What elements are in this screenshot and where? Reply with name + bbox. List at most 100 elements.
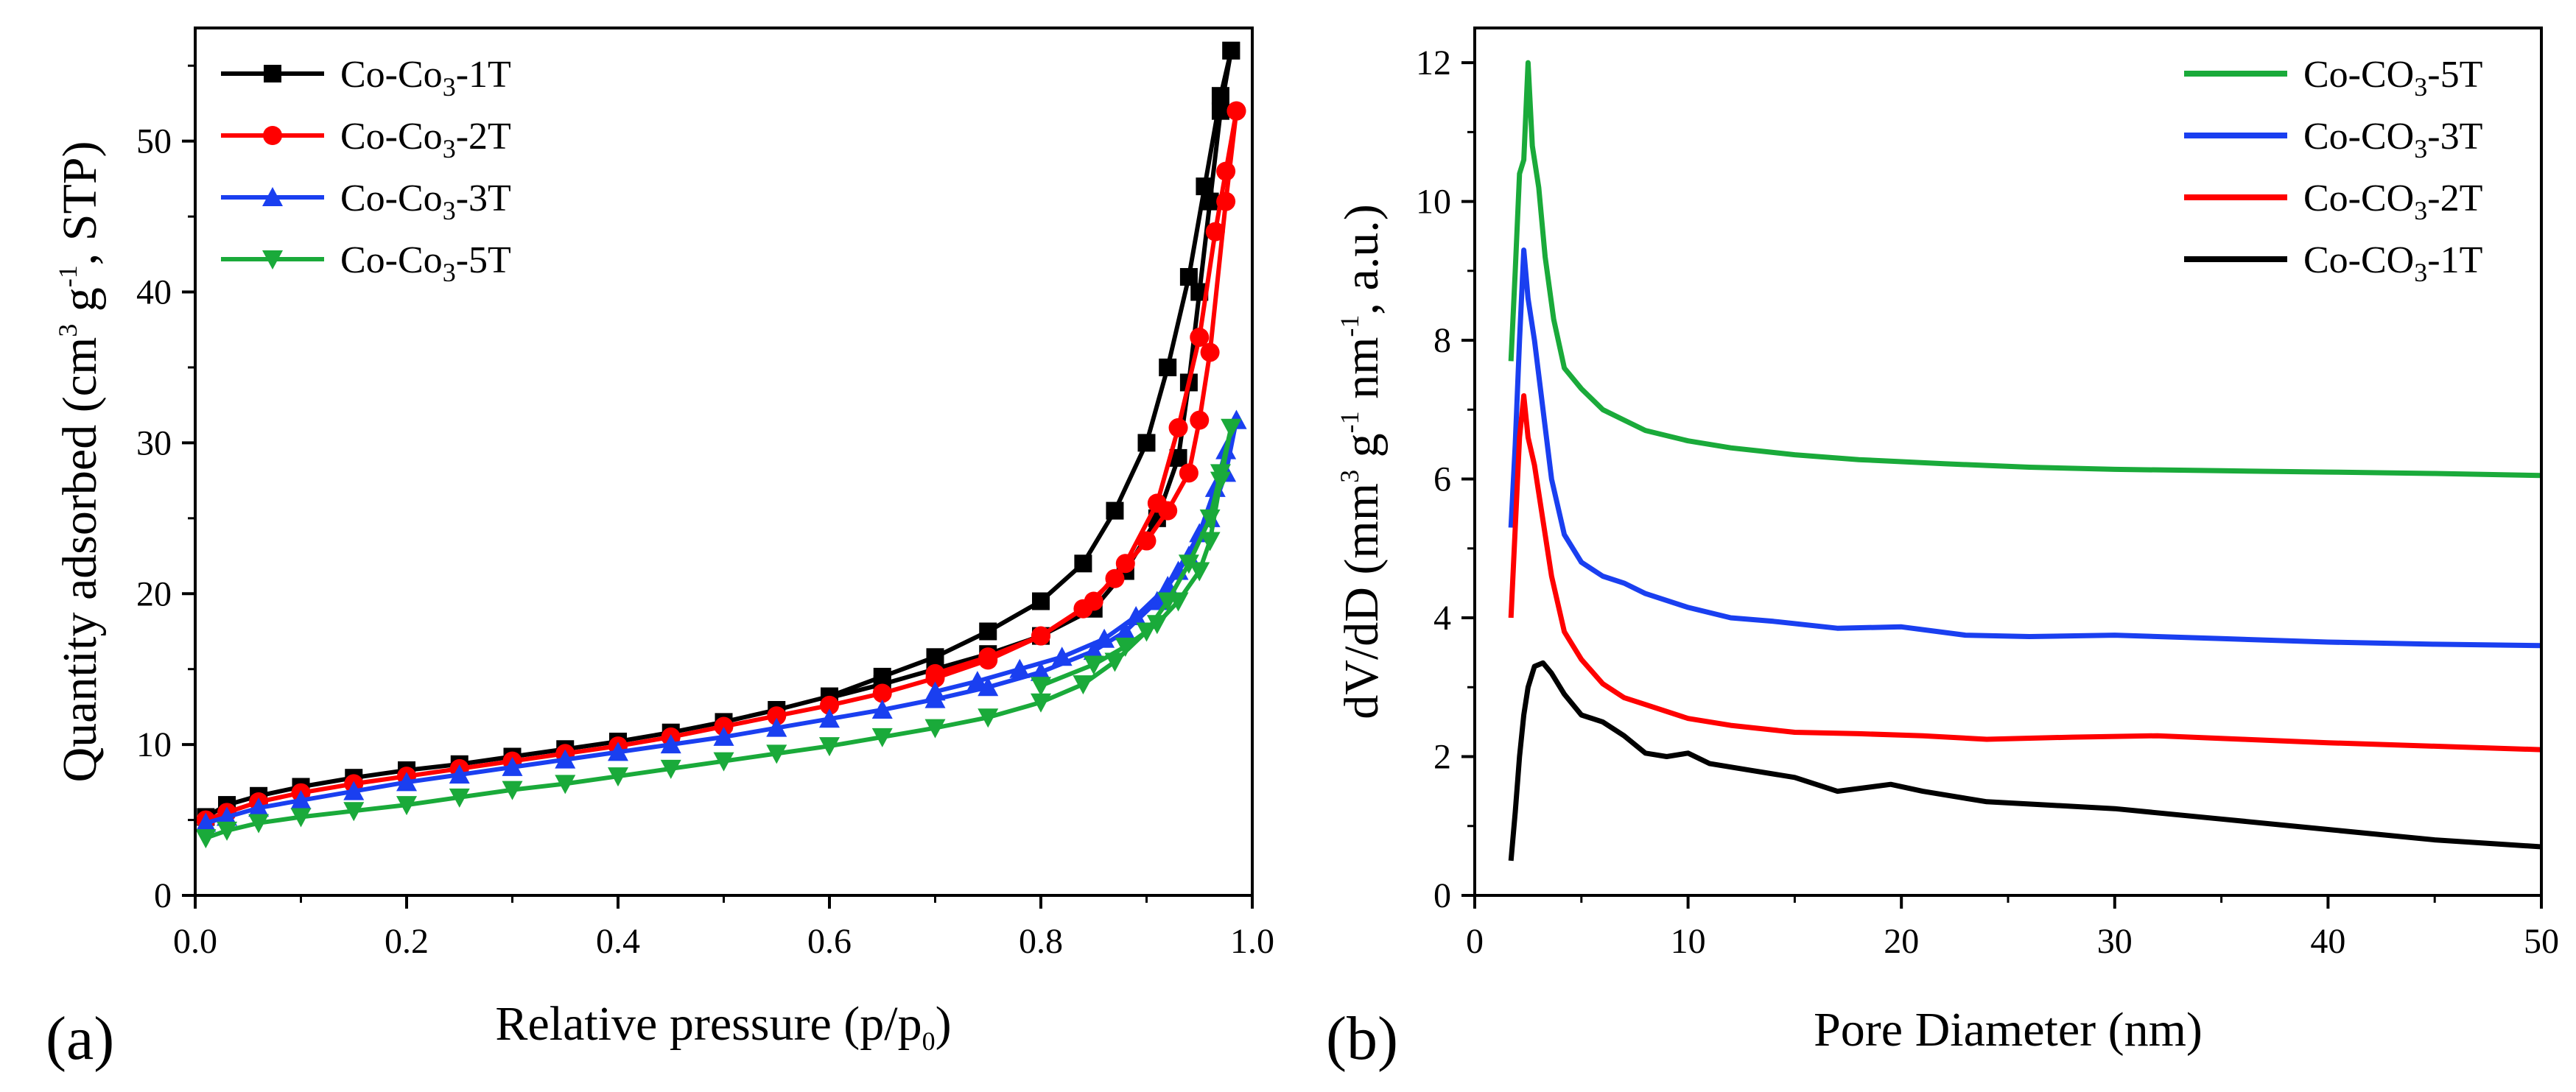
legend-label: Co-Co3-5T — [340, 239, 511, 287]
point-co-co3-5t-adsorption — [608, 767, 628, 787]
point-co-co3-2t-adsorption — [1168, 418, 1188, 437]
x-tick-label-b: 30 — [2097, 922, 2133, 961]
point-co-co3-5t-adsorption — [217, 821, 238, 841]
y-tick-label-a: 50 — [136, 122, 172, 161]
point-co-co3-3t-desorption — [1126, 605, 1147, 625]
y-tick-label-b: 6 — [1433, 460, 1451, 499]
line-co-co3-2t — [1508, 393, 2542, 753]
y-axis-title-b: dV/dD (mm3 g-1 nm-1, a.u.) — [1335, 204, 1389, 719]
point-co-co3-2t-desorption — [1179, 463, 1198, 483]
legend-label: Co-Co3-1T — [340, 54, 511, 102]
point-co-co3-1t-adsorption — [1106, 501, 1124, 520]
point-co-co3-3t-adsorption — [555, 749, 576, 769]
point-co-co3-3t-adsorption — [396, 772, 417, 792]
point-co-co3-5t-adsorption — [924, 719, 946, 739]
line-co-co3-2t-desorption — [934, 110, 1239, 676]
point-co-co3-3t-adsorption — [502, 756, 523, 776]
line-co-co3-1t — [1508, 660, 2542, 862]
line-co-co3-1t-adsorption — [204, 50, 1234, 820]
point-co-co3-2t-adsorption — [714, 716, 734, 736]
point-co-co3-3t-adsorption — [871, 700, 893, 719]
line-co-co3-5t — [1508, 60, 2542, 479]
point-co-co3-2t-desorption — [1158, 501, 1178, 521]
point-co-co3-3t-adsorption — [660, 734, 681, 754]
legend-item-co-co3-2t: Co-CO3-2T — [2184, 177, 2482, 225]
point-co-co3-5t-desorption — [1146, 615, 1168, 635]
x-tick-label-a: 0.6 — [807, 922, 852, 961]
point-co-co3-3t-adsorption — [449, 764, 470, 784]
legend-label: Co-CO3-1T — [2303, 239, 2482, 287]
point-co-co3-3t-desorption — [1009, 658, 1031, 678]
y-tick-label-a: 40 — [136, 273, 172, 312]
legend-item-co-co3-3t: Co-Co3-3T — [221, 177, 511, 225]
point-co-co3-5t-desorption — [1031, 677, 1051, 697]
legend-item-co-co3-3t: Co-CO3-3T — [2184, 116, 2482, 163]
legend-label: Co-CO3-2T — [2303, 177, 2482, 225]
legend-label: Co-CO3-5T — [2303, 54, 2482, 102]
point-co-co3-5t-adsorption — [343, 802, 365, 822]
point-co-co3-2t-desorption — [1073, 599, 1093, 619]
point-co-co3-2t-desorption — [978, 647, 998, 667]
point-co-co3-3t-adsorption — [713, 726, 734, 746]
point-co-co3-5t-adsorption — [555, 775, 576, 795]
series-co-co3-3t — [195, 409, 1247, 832]
point-co-co3-1t-adsorption — [1032, 592, 1050, 610]
point-co-co3-5t-desorption — [1115, 637, 1136, 657]
legend-label: Co-CO3-3T — [2303, 116, 2482, 163]
legend-item-co-co3-2t: Co-Co3-2T — [221, 116, 511, 163]
point-co-co3-1t-adsorption — [1137, 434, 1156, 452]
panel-label-b: (b) — [1326, 1004, 1398, 1073]
point-co-co3-5t-adsorption — [660, 759, 681, 779]
y-tick-label-a: 0 — [154, 876, 172, 915]
point-co-co3-2t-desorption — [1137, 531, 1157, 551]
point-co-co3-2t-adsorption — [820, 695, 839, 715]
x-tick-label-a: 0.8 — [1019, 922, 1063, 961]
point-co-co3-3t-adsorption — [343, 781, 365, 800]
point-co-co3-3t-adsorption — [766, 717, 787, 737]
y-tick-label-a: 30 — [136, 423, 172, 462]
point-co-co3-5t-adsorption — [1031, 693, 1051, 713]
b-series-layer — [1508, 60, 2542, 862]
y-tick-label-b: 0 — [1433, 876, 1451, 915]
point-co-co3-5t-adsorption — [978, 708, 999, 728]
point-co-co3-5t-adsorption — [1178, 554, 1199, 574]
point-co-co3-3t-adsorption — [217, 806, 238, 826]
point-co-co3-5t-adsorption — [449, 788, 470, 808]
point-co-co3-3t-adsorption — [248, 797, 270, 817]
y-tick-label-b: 8 — [1433, 321, 1451, 360]
point-co-co3-3t-adsorption — [978, 677, 999, 697]
point-co-co3-2t-adsorption — [1190, 327, 1210, 347]
point-co-co3-1t-adsorption — [1179, 268, 1198, 286]
y-tick-label-a: 10 — [136, 725, 172, 764]
point-co-co3-5t-adsorption — [396, 796, 417, 816]
point-co-co3-2t-adsorption — [872, 683, 892, 703]
panel-label-a: (a) — [46, 1004, 114, 1073]
point-co-co3-2t-desorption — [1216, 191, 1236, 211]
point-co-co3-5t-desorption — [1221, 418, 1242, 438]
point-co-co3-3t-desorption — [966, 671, 988, 691]
point-co-co3-2t-desorption — [1105, 568, 1125, 588]
point-co-co3-2t-desorption — [1190, 410, 1210, 430]
y-tick-label-b: 10 — [1416, 183, 1451, 222]
line-co-co3-5t-adsorption — [205, 427, 1234, 840]
point-co-co3-5t-adsorption — [819, 737, 840, 757]
x-tick-label-a: 0.4 — [596, 922, 640, 961]
point-co-co3-3t-adsorption — [1083, 641, 1104, 661]
plot-frame-b — [1473, 27, 2543, 897]
y-tick-label-b: 2 — [1433, 738, 1451, 777]
point-co-co3-5t-adsorption — [1073, 675, 1094, 695]
line-co-co3-3t — [1508, 247, 2542, 649]
x-tick-label-b: 40 — [2310, 922, 2345, 961]
point-co-co3-3t-adsorption — [1115, 621, 1136, 641]
x-tick-label-b: 10 — [1671, 922, 1706, 961]
point-co-co3-2t-desorption — [1200, 342, 1220, 362]
point-co-co3-5t-adsorption — [713, 752, 734, 772]
legend-item-co-co3-5t: Co-Co3-5T — [221, 239, 511, 287]
legend-item-co-co3-5t: Co-CO3-5T — [2184, 54, 2482, 102]
y-tick-label-b: 4 — [1433, 599, 1451, 638]
point-co-co3-5t-adsorption — [290, 808, 312, 828]
point-co-co3-5t-adsorption — [766, 744, 787, 764]
point-co-co3-3t-adsorption — [1031, 661, 1051, 681]
legend-item-co-co3-1t: Co-CO3-1T — [2184, 239, 2482, 287]
point-co-co3-1t-desorption — [1201, 192, 1219, 211]
